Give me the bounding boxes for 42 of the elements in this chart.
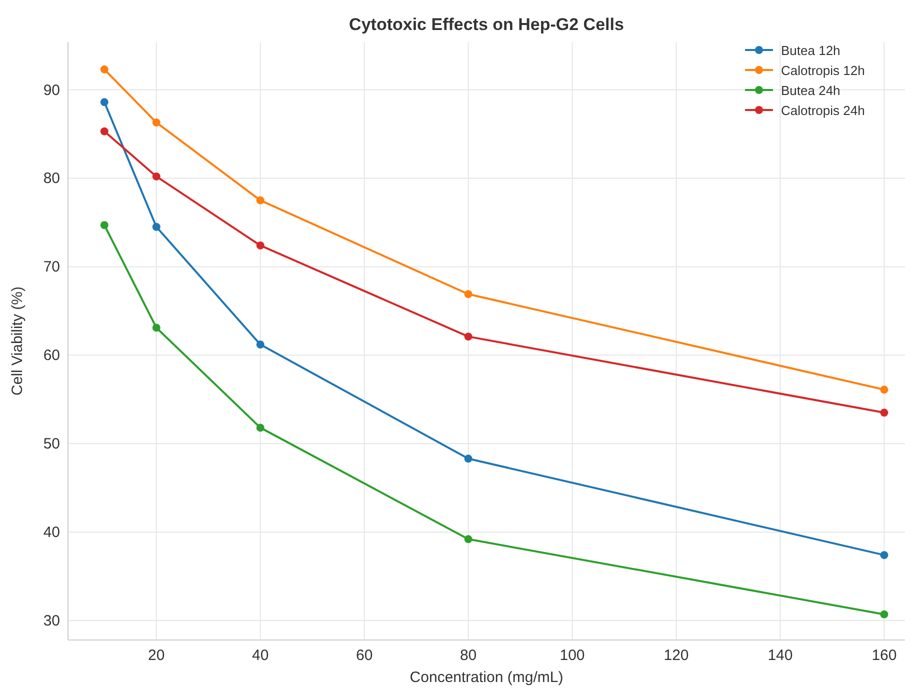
- x-tick-label: 140: [768, 647, 793, 664]
- x-tick-label: 160: [872, 647, 897, 664]
- point: [100, 65, 108, 74]
- point: [464, 535, 472, 544]
- point: [100, 221, 108, 230]
- point: [880, 386, 888, 394]
- point: [152, 324, 160, 332]
- point: [100, 98, 108, 106]
- y-tick-label: 30: [43, 612, 60, 630]
- y-tick-label: 70: [43, 258, 60, 276]
- y-tick-label: 90: [43, 82, 60, 99]
- y-axis-title: Cell Viability (%): [9, 286, 26, 396]
- point: [256, 196, 264, 204]
- point: [256, 241, 264, 250]
- point: [256, 340, 264, 349]
- point: [880, 551, 888, 560]
- legend-label: Calotropis 12h: [781, 63, 865, 78]
- point: [464, 454, 472, 463]
- x-tick-label: 120: [664, 647, 689, 664]
- point: [256, 424, 264, 432]
- point: [100, 127, 108, 136]
- legend-label: Calotropis 24h: [781, 103, 865, 118]
- x-tick-label: 60: [356, 647, 373, 664]
- x-tick-label: 20: [148, 647, 165, 664]
- point: [152, 118, 160, 126]
- legend-label: Butea 24h: [781, 83, 840, 98]
- x-tick-label: 100: [560, 647, 585, 664]
- y-tick-label: 60: [43, 347, 60, 364]
- y-tick-label: 50: [43, 436, 60, 453]
- x-tick-label: 40: [252, 647, 269, 664]
- legend-label: Butea 12h: [781, 43, 840, 58]
- chart-title: Cytotoxic Effects on Hep-G2 Cells: [349, 15, 624, 34]
- y-tick-label: 40: [43, 524, 60, 542]
- y-tick-label: 80: [43, 170, 60, 188]
- point: [152, 172, 160, 180]
- x-axis-title: Concentration (mg/mL): [410, 669, 564, 686]
- x-tick-label: 80: [460, 647, 477, 664]
- point: [464, 290, 472, 298]
- point: [880, 408, 888, 417]
- point: [152, 222, 160, 231]
- point: [880, 610, 888, 618]
- point: [464, 332, 472, 341]
